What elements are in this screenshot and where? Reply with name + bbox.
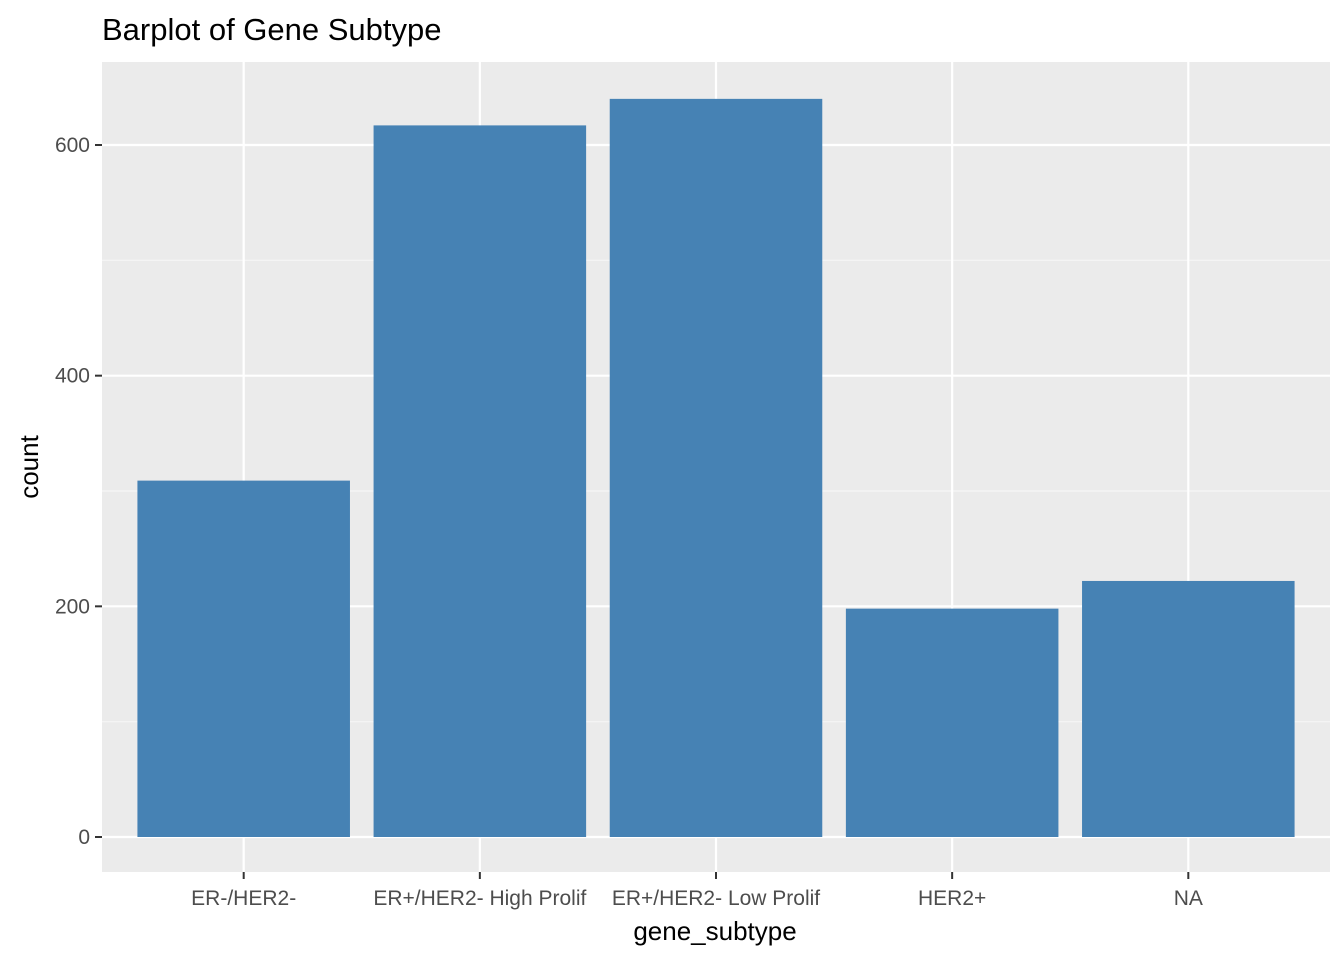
y-tick-label: 200 <box>55 595 90 618</box>
x-tick-label: ER+/HER2- Low Prolif <box>612 887 820 910</box>
bar-na <box>1082 580 1295 837</box>
bar-er-her2 <box>137 480 350 837</box>
x-tick-label: ER-/HER2- <box>191 887 296 910</box>
y-axis: 0 200 400 600 <box>55 134 102 849</box>
y-tick-label: 0 <box>78 826 90 849</box>
y-tick-label: 400 <box>55 365 90 388</box>
x-axis-title: gene_subtype <box>633 916 796 946</box>
bars <box>137 98 1295 838</box>
x-tick-label: ER+/HER2- High Prolif <box>373 887 586 910</box>
chart-title: Barplot of Gene Subtype <box>102 12 442 47</box>
y-tick-label: 600 <box>55 134 90 157</box>
bar-er-her2-low-prolif <box>609 98 823 837</box>
bar-er-her2-high-prolif <box>373 125 587 838</box>
y-axis-title: count <box>14 434 44 498</box>
x-axis: ER-/HER2- ER+/HER2- High Prolif ER+/HER2- … <box>191 872 1203 910</box>
x-tick-label: HER2+ <box>918 887 986 910</box>
x-tick-label: NA <box>1174 887 1203 910</box>
bar-her2 <box>845 608 1059 837</box>
